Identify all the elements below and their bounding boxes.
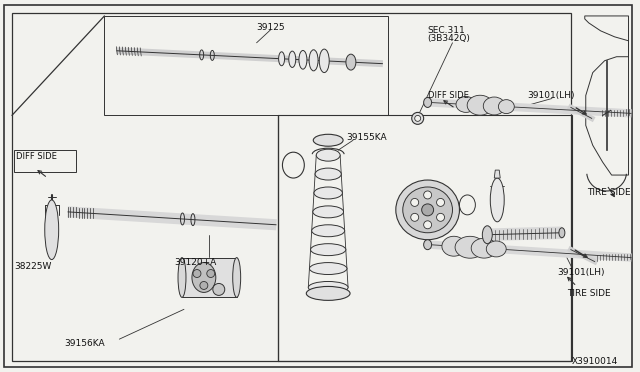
Text: DIFF SIDE: DIFF SIDE	[16, 152, 57, 161]
Text: 39101(LH): 39101(LH)	[557, 267, 604, 276]
Ellipse shape	[490, 178, 504, 222]
Ellipse shape	[471, 238, 497, 258]
Ellipse shape	[412, 112, 424, 124]
Ellipse shape	[193, 270, 201, 278]
Text: SEC.311: SEC.311	[428, 26, 465, 35]
Ellipse shape	[483, 97, 505, 115]
Text: DIFF SIDE: DIFF SIDE	[428, 90, 468, 100]
Ellipse shape	[346, 54, 356, 70]
Ellipse shape	[192, 263, 216, 292]
Ellipse shape	[316, 149, 340, 161]
Ellipse shape	[315, 168, 341, 180]
Ellipse shape	[559, 228, 565, 238]
Ellipse shape	[314, 187, 342, 199]
Ellipse shape	[436, 198, 445, 206]
Ellipse shape	[310, 244, 346, 256]
Ellipse shape	[424, 221, 431, 229]
Ellipse shape	[207, 270, 215, 278]
Ellipse shape	[278, 52, 285, 66]
Ellipse shape	[415, 115, 420, 121]
Ellipse shape	[499, 100, 515, 113]
Ellipse shape	[233, 257, 241, 297]
Polygon shape	[494, 170, 500, 178]
Ellipse shape	[486, 241, 506, 257]
Text: TIRE SIDE: TIRE SIDE	[567, 289, 611, 298]
Text: TIRE SIDE: TIRE SIDE	[587, 188, 630, 197]
Ellipse shape	[396, 180, 460, 240]
Text: 39101(LH): 39101(LH)	[527, 90, 575, 100]
Ellipse shape	[309, 263, 347, 275]
Ellipse shape	[308, 282, 348, 294]
Text: 39120+A: 39120+A	[174, 257, 216, 267]
Ellipse shape	[424, 97, 431, 108]
Ellipse shape	[309, 50, 318, 71]
Ellipse shape	[178, 257, 186, 297]
Text: 39155KA: 39155KA	[346, 133, 387, 142]
Ellipse shape	[424, 240, 431, 250]
Ellipse shape	[422, 204, 433, 216]
Ellipse shape	[436, 214, 445, 221]
Ellipse shape	[483, 226, 492, 244]
Ellipse shape	[467, 95, 493, 115]
Ellipse shape	[456, 96, 476, 112]
Bar	[182, 257, 237, 297]
Ellipse shape	[213, 283, 225, 295]
Ellipse shape	[45, 200, 59, 260]
Ellipse shape	[289, 51, 296, 67]
Ellipse shape	[403, 187, 452, 233]
Ellipse shape	[411, 214, 419, 221]
Ellipse shape	[312, 225, 345, 237]
Ellipse shape	[200, 282, 208, 289]
Bar	[278, 115, 572, 361]
Ellipse shape	[455, 236, 485, 258]
Text: 39156KA: 39156KA	[65, 339, 105, 348]
Text: 38225W: 38225W	[14, 262, 51, 270]
Bar	[14, 150, 76, 172]
Ellipse shape	[442, 236, 466, 256]
Text: 39125: 39125	[257, 23, 285, 32]
Ellipse shape	[424, 191, 431, 199]
Text: X3910014: X3910014	[572, 357, 618, 366]
Bar	[12, 13, 571, 361]
Ellipse shape	[313, 134, 343, 146]
Ellipse shape	[411, 198, 419, 206]
Ellipse shape	[313, 206, 344, 218]
Ellipse shape	[319, 49, 329, 73]
Ellipse shape	[299, 51, 307, 69]
Text: (3B342Q): (3B342Q)	[428, 34, 470, 43]
Ellipse shape	[307, 286, 350, 300]
